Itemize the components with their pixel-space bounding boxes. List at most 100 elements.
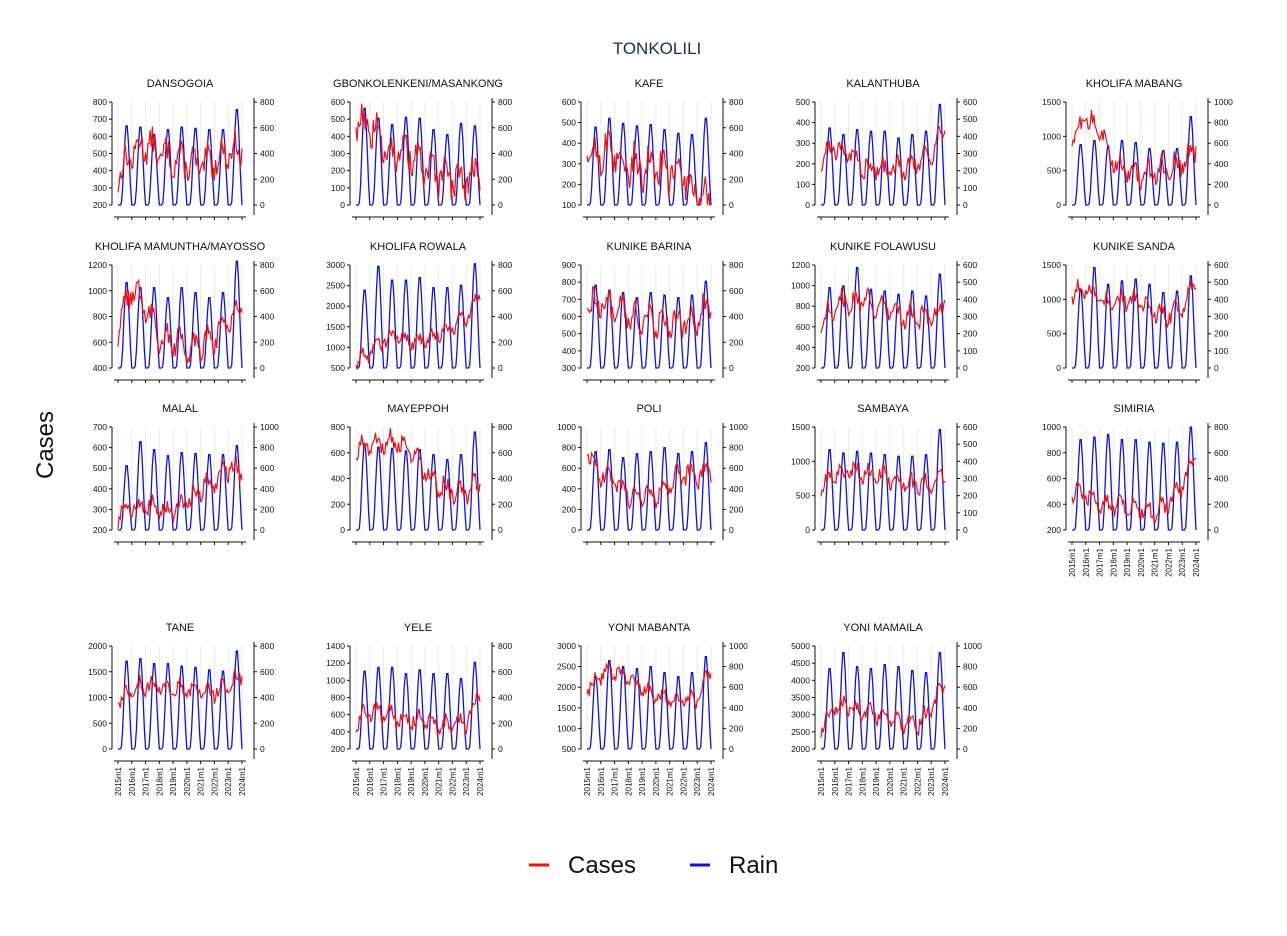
- left-tick-label: 2000: [326, 301, 345, 311]
- right-tick-label: 200: [963, 723, 977, 733]
- cases-series-line: [1071, 457, 1197, 524]
- rain-series-line: [821, 103, 946, 206]
- right-tick-label: 100: [963, 183, 977, 193]
- rain-series-line: [356, 263, 481, 369]
- left-tick-label: 500: [93, 149, 107, 159]
- panel-title: KHOLIFA ROWALA: [370, 241, 467, 253]
- legend-cases-label: Cases: [568, 852, 636, 879]
- right-tick-label: 600: [498, 448, 512, 458]
- right-tick-label: 600: [963, 97, 977, 107]
- right-tick-label: 0: [498, 744, 503, 754]
- right-tick-label: 400: [963, 456, 977, 466]
- left-tick-label: 300: [331, 149, 345, 159]
- right-tick-label: 0: [729, 200, 734, 210]
- rain-series-line: [1072, 426, 1197, 531]
- panel-dansogoia: DANSOGOIA 200 300 400 500 600 700 800 0 200 400 600…: [93, 78, 274, 220]
- rain-series-line: [1072, 266, 1197, 369]
- right-tick-label: 0: [1214, 525, 1219, 535]
- rain-series-line: [356, 431, 481, 531]
- right-tick-label: 0: [260, 200, 265, 210]
- right-tick-label: 0: [1214, 363, 1219, 373]
- panel-kalanthuba: KALANTHUBA 0 100 200 300 400 500 0 100 200 300 400 5…: [796, 78, 977, 220]
- left-tick-label: 1000: [88, 286, 107, 296]
- panel-yoni-mabanta: YONI MABANTA 500 1000 1500 2000 2500 3000 0 200 4…: [557, 622, 748, 796]
- right-tick-label: 600: [729, 286, 743, 296]
- right-tick-label: 500: [963, 439, 977, 449]
- right-tick-label: 400: [963, 131, 977, 141]
- right-tick-label: 0: [498, 525, 503, 535]
- left-tick-label: 3500: [791, 693, 810, 703]
- left-tick-label: 100: [562, 200, 576, 210]
- left-tick-label: 2500: [326, 281, 345, 291]
- left-tick-label: 500: [1047, 329, 1061, 339]
- right-tick-label: 200: [963, 329, 977, 339]
- left-tick-label: 1000: [1042, 131, 1061, 141]
- panel-kholifa-rowala: KHOLIFA ROWALA 500 1000 1500 2000 2500 3000 0 20…: [326, 241, 512, 383]
- cases-series-line: [586, 663, 712, 709]
- left-tick-label: 400: [562, 138, 576, 148]
- bottom-tick-label: 2023m1: [1178, 547, 1187, 576]
- panel-title: MAYEPPOH: [387, 403, 449, 415]
- left-tick-label: 2000: [557, 682, 576, 692]
- right-tick-label: 0: [729, 525, 734, 535]
- left-tick-label: 500: [562, 118, 576, 128]
- right-tick-label: 200: [498, 174, 512, 184]
- left-tick-label: 1000: [1042, 422, 1061, 432]
- bottom-tick-label: 2024m1: [476, 766, 485, 795]
- panel-title: MALAL: [162, 403, 198, 415]
- right-tick-label: 1000: [260, 422, 279, 432]
- right-tick-label: 400: [260, 693, 274, 703]
- panel-kunike-barina: KUNIKE BARINA 300 400 500 600 700 800 900 0 200 40…: [562, 241, 743, 383]
- right-tick-label: 800: [260, 97, 274, 107]
- left-tick-label: 4500: [791, 658, 810, 668]
- right-tick-label: 400: [729, 312, 743, 322]
- left-tick-label: 200: [93, 525, 107, 535]
- left-tick-label: 1500: [88, 667, 107, 677]
- right-tick-label: 600: [963, 682, 977, 692]
- bottom-tick-label: 2017m1: [380, 766, 389, 795]
- rain-series-line: [587, 441, 712, 531]
- right-tick-label: 0: [963, 200, 968, 210]
- bottom-tick-label: 2017m1: [845, 766, 854, 795]
- left-tick-label: 1000: [1042, 294, 1061, 304]
- right-tick-label: 600: [260, 463, 274, 473]
- cases-series-line: [586, 130, 711, 206]
- left-tick-label: 400: [796, 342, 810, 352]
- bottom-tick-label: 2019m1: [872, 766, 881, 795]
- panel-sambaya: SAMBAYA 0 500 1000 1500 0 100 200 300 400 500 600: [791, 403, 977, 545]
- bottom-tick-label: 2021m1: [197, 766, 206, 795]
- left-tick-label: 2000: [791, 744, 810, 754]
- left-tick-label: 0: [805, 525, 810, 535]
- right-tick-label: 300: [963, 474, 977, 484]
- right-tick-label: 0: [963, 744, 968, 754]
- cases-series-line: [355, 293, 481, 371]
- cases-series-line: [1071, 109, 1197, 192]
- right-tick-label: 0: [498, 363, 503, 373]
- bottom-tick-label: 2022m1: [448, 766, 457, 795]
- left-tick-label: 1200: [791, 260, 810, 270]
- right-tick-label: 200: [963, 166, 977, 176]
- bottom-tick-label: 2019m1: [1123, 547, 1132, 576]
- right-tick-label: 200: [498, 718, 512, 728]
- panel-title: YELE: [404, 622, 432, 634]
- right-tick-label: 600: [1214, 138, 1228, 148]
- legend-rain-label: Rain: [729, 852, 778, 879]
- panel-simiria: SIMIRIA 200 400 600 800 1000 0 200 400 600 800 2015…: [1042, 403, 1228, 577]
- right-tick-label: 600: [498, 286, 512, 296]
- left-tick-label: 500: [331, 114, 345, 124]
- left-tick-label: 1500: [326, 322, 345, 332]
- right-tick-label: 800: [260, 443, 274, 453]
- left-tick-label: 0: [1056, 363, 1061, 373]
- left-tick-label: 500: [562, 329, 576, 339]
- right-tick-label: 200: [1214, 499, 1228, 509]
- left-tick-label: 1000: [791, 281, 810, 291]
- left-tick-label: 600: [331, 448, 345, 458]
- right-tick-label: 400: [498, 693, 512, 703]
- right-tick-label: 300: [963, 149, 977, 159]
- left-tick-label: 600: [1047, 474, 1061, 484]
- left-tick-label: 600: [93, 131, 107, 141]
- panel-title: DANSOGOIA: [147, 78, 214, 90]
- bottom-tick-label: 2022m1: [1164, 547, 1173, 576]
- left-tick-label: 2500: [557, 662, 576, 672]
